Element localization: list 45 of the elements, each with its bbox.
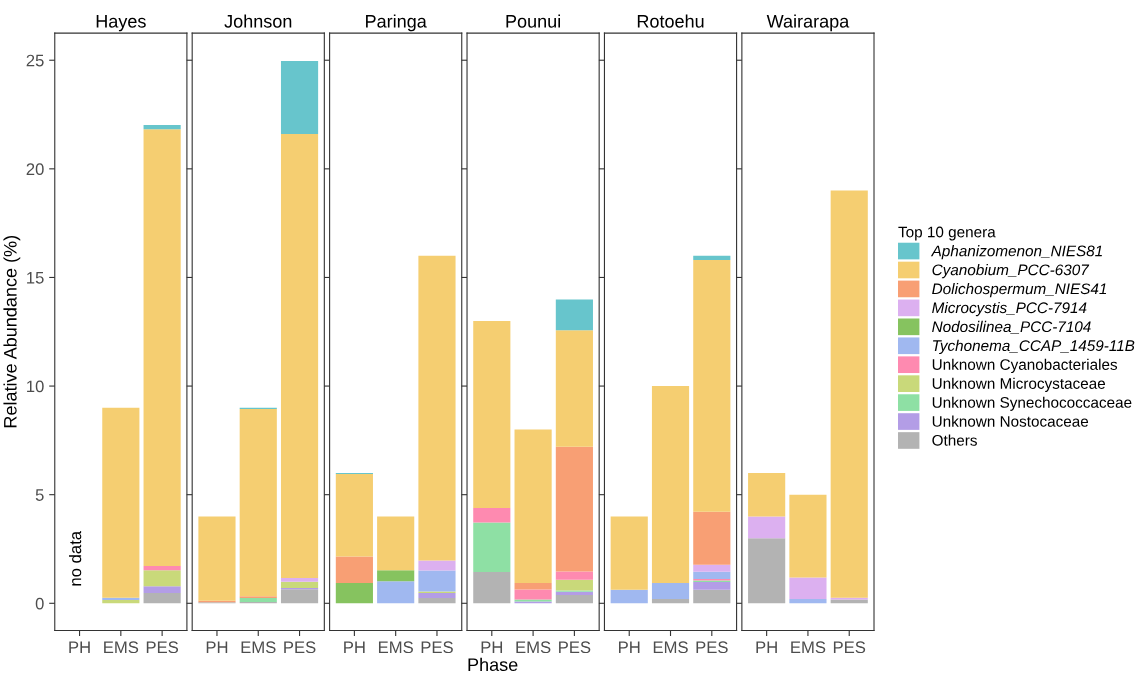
- chart-title: Hayes: [96, 15, 146, 32]
- annotation: no data: [69, 530, 82, 586]
- x-tick-label: PES: [559, 641, 591, 654]
- legend-label: Cyanobium_PCC-6307: [932, 264, 1090, 279]
- legend-label: Tychonema_CCAP_1459-11B: [933, 339, 1135, 355]
- legend-label: Unknown Synechococcaceae: [932, 396, 1132, 411]
- x-tick-label: EMS: [516, 641, 551, 654]
- x-tick-label: PES: [146, 641, 179, 654]
- x-tick-label: EMS: [241, 641, 276, 654]
- x-tick-label: PES: [696, 641, 728, 654]
- legend-label: Unknown Microcystaceae: [932, 377, 1106, 392]
- chart-title: Rotoehu: [637, 14, 704, 28]
- x-tick-label: EMS: [378, 641, 413, 654]
- y-tick-label: 10: [27, 380, 44, 393]
- x-tick-label: EMS: [653, 641, 688, 654]
- y-tick-label: 15: [27, 272, 44, 284]
- y-tick-label: 25: [26, 54, 44, 67]
- chart-title: Pounui: [506, 14, 560, 28]
- legend-label: Microcystis_PCC-7914: [932, 301, 1087, 317]
- x-tick-label: EMS: [791, 641, 826, 654]
- legend-label: Aphanizomenon_NIES81: [930, 245, 1102, 260]
- y-tick-label: 20: [26, 163, 44, 176]
- x-tick-label: PH: [756, 641, 777, 653]
- x-tick-label: PH: [344, 641, 365, 653]
- chart-title: Paringa: [366, 14, 427, 32]
- x-tick-label: PH: [481, 641, 503, 653]
- legend-label: Dolichospermum_NIES41: [932, 282, 1107, 298]
- legend-label: Others: [932, 434, 977, 446]
- y-tick-label: 5: [35, 489, 44, 501]
- legend-label: Unknown Cyanobacteriales: [932, 358, 1118, 373]
- x-tick-label: PH: [206, 641, 228, 653]
- legend-label: Unknown Nostocaceae: [932, 415, 1089, 427]
- x-tick-label: PH: [619, 641, 640, 653]
- y-tick-label: 0: [35, 597, 44, 610]
- x-tick-label: PH: [69, 641, 90, 653]
- chart-title: Johnson: [224, 14, 292, 28]
- y-axis-title: Relative Abundance (%): [3, 236, 21, 428]
- x-tick-label: PES: [421, 641, 453, 654]
- x-tick-label: PES: [833, 641, 866, 654]
- x-axis-title: Phase: [468, 657, 518, 672]
- x-tick-label: PES: [284, 641, 316, 654]
- legend-label: Nodosilinea_PCC-7104: [932, 320, 1091, 334]
- legend-title: Top 10 genera: [898, 226, 996, 241]
- chart-title: Wairarapa: [766, 14, 850, 32]
- x-tick-label: EMS: [104, 641, 139, 654]
